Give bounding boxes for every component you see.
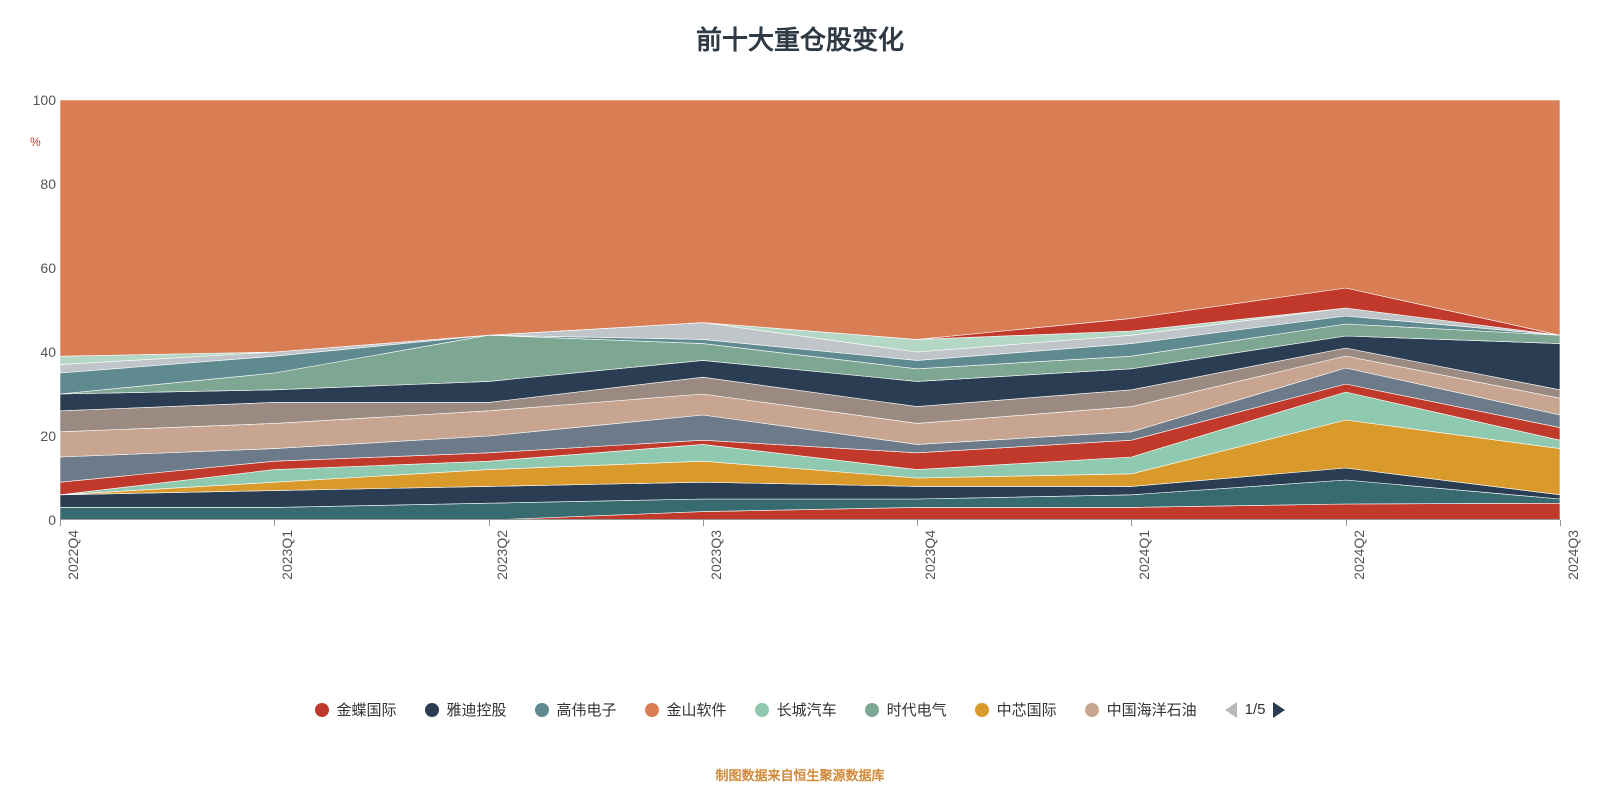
x-tick — [917, 520, 918, 526]
y-tick-label: 20 — [32, 428, 56, 444]
legend-item[interactable]: 雅迪控股 — [425, 699, 507, 720]
chart-container: 前十大重仓股变化 020406080100%2022Q42023Q12023Q2… — [0, 0, 1600, 800]
legend-label: 金山软件 — [667, 699, 727, 720]
pager-label: 1/5 — [1245, 701, 1266, 718]
x-tick — [274, 520, 275, 526]
legend-item[interactable]: 长城汽车 — [755, 699, 837, 720]
legend-label: 长城汽车 — [777, 699, 837, 720]
stacked-area-svg — [60, 100, 1560, 520]
legend-item[interactable]: 金蝶国际 — [315, 699, 397, 720]
legend-swatch — [755, 703, 769, 717]
legend-item[interactable]: 中芯国际 — [975, 699, 1057, 720]
legend-item[interactable]: 金山软件 — [645, 699, 727, 720]
pager-prev[interactable] — [1225, 702, 1237, 718]
legend-swatch — [535, 703, 549, 717]
y-tick-label: 100 — [32, 92, 56, 108]
x-tick-label: 2023Q2 — [494, 530, 510, 580]
x-tick — [1131, 520, 1132, 526]
x-tick-label: 2023Q4 — [922, 530, 938, 580]
x-tick-label: 2023Q3 — [708, 530, 724, 580]
legend-label: 雅迪控股 — [447, 699, 507, 720]
x-tick — [1346, 520, 1347, 526]
legend-pager: 1/5 — [1225, 701, 1286, 718]
y-tick-label: 0 — [32, 512, 56, 528]
x-tick-label: 2024Q1 — [1136, 530, 1152, 580]
x-tick — [489, 520, 490, 526]
chart-title: 前十大重仓股变化 — [0, 20, 1600, 57]
footer-note: 制图数据来自恒生聚源数据库 — [0, 765, 1600, 784]
x-tick-label: 2022Q4 — [65, 530, 81, 580]
x-tick-label: 2024Q2 — [1351, 530, 1367, 580]
plot-region: 020406080100%2022Q42023Q12023Q22023Q3202… — [60, 100, 1560, 520]
legend-item[interactable]: 高伟电子 — [535, 699, 617, 720]
legend-swatch — [1085, 703, 1099, 717]
x-tick — [60, 520, 61, 526]
y-tick-label: 60 — [32, 260, 56, 276]
legend-label: 金蝶国际 — [337, 699, 397, 720]
x-tick — [703, 520, 704, 526]
legend-label: 时代电气 — [887, 699, 947, 720]
x-tick — [1560, 520, 1561, 526]
legend-item[interactable]: 时代电气 — [865, 699, 947, 720]
x-tick-label: 2024Q3 — [1565, 530, 1581, 580]
chart-area: 020406080100%2022Q42023Q12023Q22023Q3202… — [60, 100, 1560, 520]
legend-swatch — [975, 703, 989, 717]
legend-swatch — [315, 703, 329, 717]
legend-swatch — [425, 703, 439, 717]
legend-swatch — [865, 703, 879, 717]
legend-swatch — [645, 703, 659, 717]
y-tick-label: 80 — [32, 176, 56, 192]
legend-label: 高伟电子 — [557, 699, 617, 720]
y-unit-label: % — [30, 135, 41, 149]
y-tick-label: 40 — [32, 344, 56, 360]
legend: 金蝶国际 雅迪控股 高伟电子 金山软件 长城汽车 时代电气 中芯国际 中国海洋石油 1/5 — [0, 699, 1600, 720]
legend-label: 中芯国际 — [997, 699, 1057, 720]
x-tick-label: 2023Q1 — [279, 530, 295, 580]
legend-item[interactable]: 中国海洋石油 — [1085, 699, 1197, 720]
x-axis-line — [60, 519, 1560, 520]
legend-label: 中国海洋石油 — [1107, 699, 1197, 720]
pager-next[interactable] — [1273, 702, 1285, 718]
